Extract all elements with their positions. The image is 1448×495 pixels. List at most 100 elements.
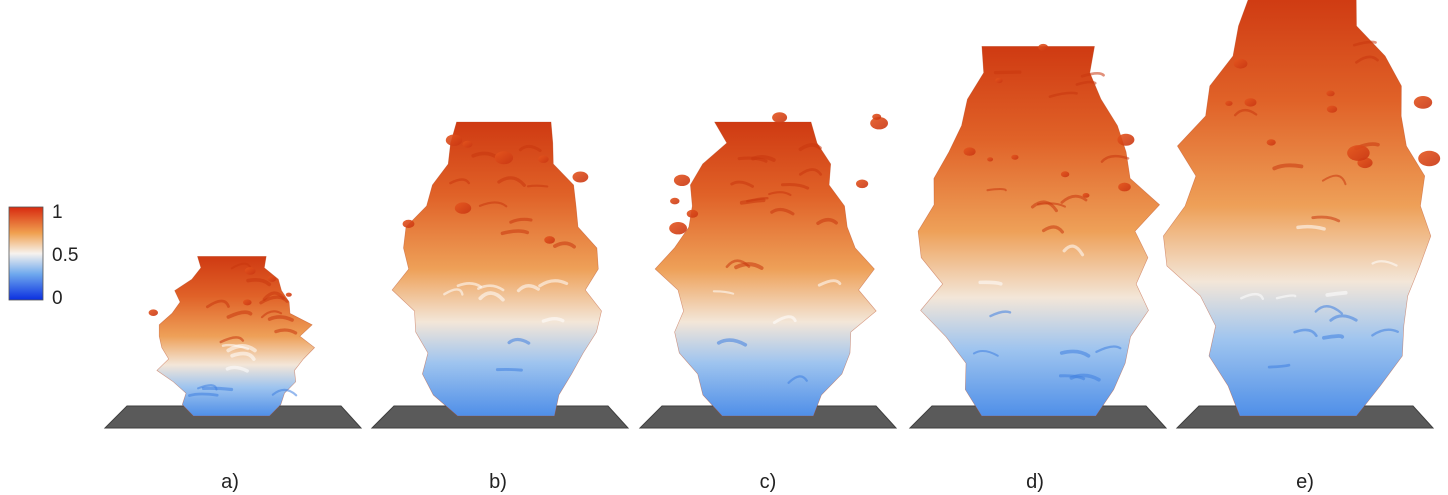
plume-swirl (817, 279, 842, 287)
plume-swirl (267, 315, 294, 322)
plume-swirl (1321, 174, 1347, 186)
plume-swirl (1314, 305, 1344, 315)
plume-swirl (770, 207, 795, 216)
plume-swirl (1352, 40, 1377, 47)
detached-blob (856, 179, 869, 189)
plume-swirl (989, 310, 1012, 318)
plume-swirl (972, 350, 999, 357)
detached-blob (462, 140, 473, 148)
panel-label: e) (1296, 471, 1314, 493)
detached-blob (1038, 43, 1049, 51)
plume-swirl (780, 182, 810, 190)
plume-swirl (516, 284, 540, 293)
detached-blob (572, 171, 589, 183)
ground-plate (103, 405, 363, 429)
plume-swirl (1048, 91, 1078, 98)
colorbar-gradient (8, 206, 44, 301)
panels: a) b) c) d) e) (103, 0, 1441, 493)
plume-surface (917, 46, 1161, 417)
plume-swirl (188, 392, 219, 397)
detached-blob (538, 155, 549, 163)
detached-blob (1233, 58, 1248, 69)
plume-swirl (1100, 154, 1130, 163)
plume-swirl (538, 279, 569, 288)
detached-blob (995, 77, 1003, 84)
detached-blob (445, 134, 463, 146)
plume-swirl (798, 143, 822, 151)
plume-swirl (553, 241, 576, 249)
plume-swirl (1080, 71, 1105, 78)
detached-blob (454, 202, 472, 214)
panel-4: d) (908, 43, 1168, 493)
plume-swirl (1069, 373, 1101, 382)
detached-blob (402, 219, 415, 228)
panel-3: c) (638, 112, 898, 493)
detached-blob (1418, 150, 1441, 167)
panel-label: a) (221, 471, 239, 493)
detached-blob (1413, 96, 1433, 109)
plume-swirl (1042, 225, 1064, 234)
detached-blob (670, 197, 680, 205)
plume-swirl (507, 337, 531, 345)
plume-swirl (768, 191, 792, 197)
detached-blob (285, 292, 292, 297)
plume-swirl (1296, 224, 1326, 231)
detached-blob (686, 209, 699, 218)
colorbar: 1 0.5 0 (8, 202, 78, 309)
panel-label: c) (760, 471, 777, 493)
plume-swirl (226, 310, 253, 319)
plume-swirl (734, 262, 764, 270)
detached-blob (1244, 98, 1257, 107)
plume-swirl (1371, 260, 1398, 267)
panel-1: a) (103, 256, 363, 493)
plume-swirl (712, 290, 735, 295)
plume-swirl (260, 310, 283, 319)
detached-blob (1118, 182, 1131, 192)
plume-swirl (495, 367, 523, 372)
plume-swirl (274, 328, 298, 335)
detached-blob (669, 222, 687, 235)
detached-blob (494, 151, 514, 165)
detached-blob (148, 309, 158, 317)
plume-swirl (478, 291, 505, 302)
plume-swirl (1095, 345, 1122, 354)
detached-blob (673, 174, 691, 186)
plume-swirl (1036, 202, 1066, 208)
plume-swirl (986, 187, 1007, 192)
detached-blob (772, 112, 788, 123)
plume-swirl (737, 156, 768, 163)
plume-surface (1163, 0, 1432, 417)
detached-blob (1266, 139, 1276, 146)
plume-swirl (739, 198, 766, 205)
panel-label: d) (1026, 471, 1044, 493)
detached-blob (544, 236, 555, 244)
colorbar-tick-mid: 0.5 (52, 245, 78, 266)
detached-blob (1347, 145, 1370, 161)
plume-swirl (1272, 163, 1304, 171)
plume-swirl (226, 344, 257, 353)
colorbar-tick-high: 1 (52, 202, 63, 223)
detached-blob (1082, 193, 1090, 198)
detached-blob (1011, 154, 1019, 160)
plume-swirl (509, 217, 533, 224)
plume-swirl (1233, 108, 1258, 117)
plume-swirl (541, 316, 565, 323)
plume-swirl (1322, 334, 1345, 340)
panel-2: b) (370, 121, 630, 493)
detached-blob (1225, 100, 1233, 106)
panel-label: b) (489, 471, 507, 493)
plume-swirl (219, 336, 245, 344)
plume-swirl (816, 217, 838, 226)
plume-swirl (518, 144, 542, 152)
plume-swirl (225, 365, 249, 373)
plume-swirl (1311, 215, 1341, 223)
plume-swirl (1325, 290, 1348, 297)
plume-swirl (230, 351, 256, 361)
plume-swirl (246, 278, 272, 287)
plume-swirl (1371, 328, 1399, 337)
plume-swirl (1059, 349, 1091, 358)
ground-plate (370, 405, 630, 429)
plume-swirl (1030, 200, 1058, 213)
detached-blob (987, 157, 994, 162)
detached-blob (1326, 105, 1338, 113)
